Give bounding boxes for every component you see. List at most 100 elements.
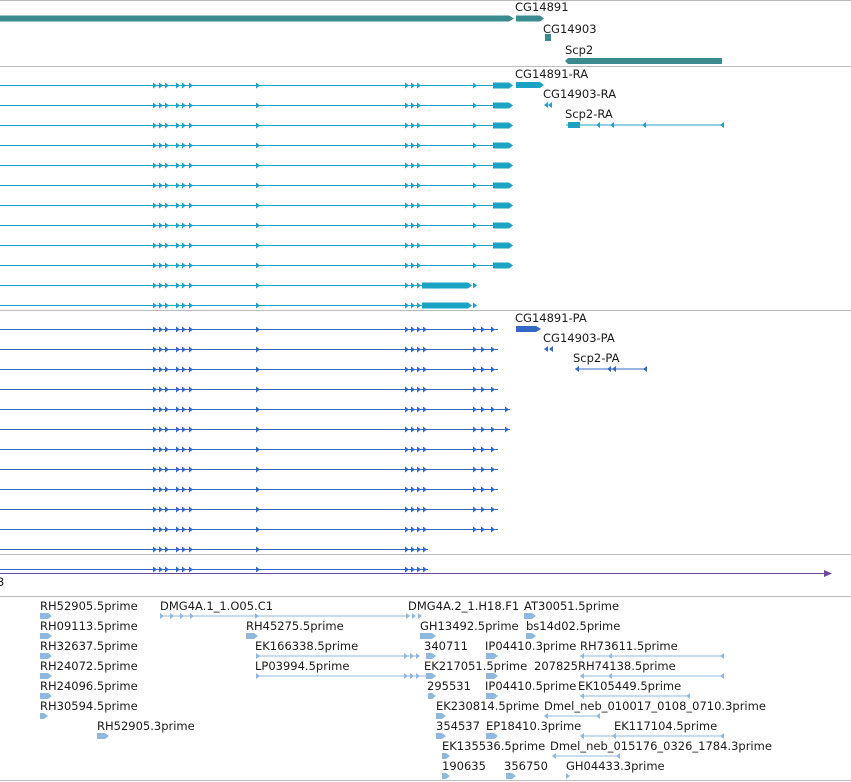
exon-arrow bbox=[411, 242, 415, 249]
exon-arrow bbox=[509, 182, 513, 189]
exon-arrow bbox=[491, 446, 495, 453]
transcript-model-cg14891-ra-tip bbox=[540, 82, 544, 88]
transcript-model-cg14891-ra[interactable] bbox=[516, 82, 540, 88]
evidence-feature[interactable] bbox=[580, 653, 724, 659]
transcript-exon bbox=[422, 302, 468, 309]
exon-arrow bbox=[473, 122, 477, 129]
evidence-feature[interactable] bbox=[526, 633, 536, 639]
exon-arrow bbox=[176, 526, 180, 533]
transcript-model-cg14903-ra[interactable] bbox=[544, 102, 552, 108]
gene-model-cg14891[interactable] bbox=[516, 15, 544, 22]
exon-arrow bbox=[256, 486, 260, 493]
transcript-row[interactable] bbox=[0, 302, 477, 309]
evidence-feature[interactable] bbox=[506, 773, 516, 779]
protein-row[interactable] bbox=[0, 546, 428, 553]
gene-model-scp2[interactable] bbox=[565, 58, 722, 64]
exon-arrow bbox=[153, 222, 157, 229]
transcript-row[interactable] bbox=[0, 262, 513, 269]
evidence-feature[interactable] bbox=[428, 693, 436, 699]
evidence-label: DMG4A.1_1.O05.C1 bbox=[160, 599, 273, 613]
exon-arrow bbox=[473, 302, 477, 309]
evidence-feature[interactable] bbox=[580, 673, 724, 679]
exon-arrow bbox=[473, 506, 477, 513]
exon-arrow bbox=[405, 506, 409, 513]
protein-model-cg14903-pa[interactable] bbox=[544, 346, 553, 352]
transcript-row[interactable] bbox=[0, 122, 513, 129]
protein-row[interactable] bbox=[0, 446, 498, 453]
evidence-label: RH24096.5prime bbox=[40, 679, 138, 693]
evidence-feature[interactable] bbox=[566, 773, 570, 779]
transcript-row[interactable] bbox=[0, 102, 513, 109]
evidence-feature[interactable] bbox=[486, 693, 498, 699]
evidence-feature[interactable] bbox=[246, 633, 258, 639]
exon-arrow bbox=[405, 102, 409, 109]
evidence-feature[interactable] bbox=[426, 673, 436, 679]
protein-row[interactable] bbox=[0, 366, 498, 373]
transcript-model-scp2-ra-exon[interactable] bbox=[568, 122, 580, 128]
exon-arrow bbox=[405, 526, 409, 533]
exon-arrow bbox=[256, 326, 260, 333]
evidence-feature[interactable] bbox=[97, 733, 109, 739]
evidence-feature[interactable] bbox=[40, 673, 52, 679]
protein-row[interactable] bbox=[0, 566, 428, 573]
evidence-feature[interactable] bbox=[442, 753, 450, 759]
exon-arrow bbox=[159, 282, 163, 289]
transcript-row[interactable] bbox=[0, 222, 513, 229]
exon-arrow bbox=[165, 426, 169, 433]
evidence-feature[interactable] bbox=[436, 713, 446, 719]
gene-model-cg14903[interactable] bbox=[545, 34, 551, 41]
evidence-feature[interactable] bbox=[40, 633, 52, 639]
evidence-feature[interactable] bbox=[436, 733, 446, 739]
exon-arrow bbox=[509, 262, 513, 269]
evidence-feature[interactable] bbox=[420, 633, 436, 639]
transcript-row[interactable] bbox=[0, 282, 477, 289]
transcript-row[interactable] bbox=[0, 202, 513, 209]
protein-model-scp2-pa[interactable] bbox=[575, 366, 647, 372]
protein-row[interactable] bbox=[0, 346, 498, 353]
evidence-label: EK230814.5prime bbox=[436, 699, 539, 713]
protein-row[interactable] bbox=[0, 326, 498, 333]
protein-row[interactable] bbox=[0, 486, 498, 493]
exon-arrow bbox=[256, 102, 260, 109]
gene-model-left[interactable] bbox=[0, 15, 514, 22]
protein-row[interactable] bbox=[0, 466, 498, 473]
exon-arrow bbox=[473, 406, 477, 413]
evidence-feature[interactable] bbox=[486, 653, 498, 659]
protein-row[interactable] bbox=[0, 526, 498, 533]
protein-row[interactable] bbox=[0, 426, 510, 433]
transcript-row[interactable] bbox=[0, 162, 513, 169]
exon-arrow bbox=[491, 466, 495, 473]
exon-arrow bbox=[473, 326, 477, 333]
exon-arrow bbox=[189, 506, 193, 513]
exon-arrow bbox=[165, 302, 169, 309]
evidence-feature[interactable] bbox=[524, 613, 536, 619]
evidence-feature[interactable] bbox=[40, 693, 52, 699]
scale-track: 3 bbox=[0, 570, 832, 589]
protein-row[interactable] bbox=[0, 406, 510, 413]
exon-arrow bbox=[165, 566, 169, 573]
exon-arrow bbox=[411, 446, 415, 453]
transcript-row[interactable] bbox=[0, 242, 513, 249]
evidence-feature[interactable] bbox=[40, 653, 52, 659]
transcript-row[interactable] bbox=[0, 182, 513, 189]
exon-arrow bbox=[417, 326, 421, 333]
evidence-feature[interactable] bbox=[486, 733, 498, 739]
evidence-feature[interactable] bbox=[580, 733, 724, 739]
exon-arrow bbox=[182, 302, 186, 309]
transcript-row[interactable] bbox=[0, 142, 513, 149]
exon-arrow bbox=[153, 346, 157, 353]
exon-arrow bbox=[423, 506, 427, 513]
protein-row[interactable] bbox=[0, 506, 498, 513]
evidence-feature[interactable] bbox=[426, 653, 436, 659]
exon-arrow bbox=[153, 546, 157, 553]
protein-model-cg14891-pa[interactable] bbox=[516, 326, 536, 332]
evidence-feature[interactable] bbox=[40, 613, 52, 619]
evidence-feature[interactable] bbox=[442, 773, 450, 779]
evidence-feature[interactable] bbox=[486, 673, 498, 679]
transcript-row[interactable] bbox=[0, 82, 513, 89]
protein-row[interactable] bbox=[0, 386, 498, 393]
evidence-feature[interactable] bbox=[40, 713, 48, 719]
exon-arrow bbox=[417, 82, 421, 89]
evidence-feature[interactable] bbox=[406, 613, 422, 619]
